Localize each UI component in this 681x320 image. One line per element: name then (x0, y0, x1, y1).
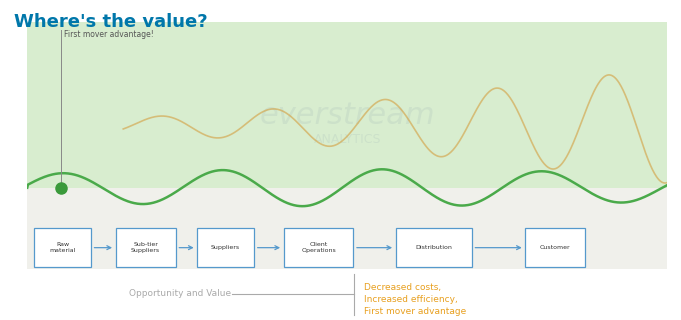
Text: everstream: everstream (259, 101, 435, 131)
Text: Raw
material: Raw material (49, 242, 76, 253)
Text: Opportunity and Value: Opportunity and Value (129, 289, 232, 298)
Text: Sub-tier
Suppliers: Sub-tier Suppliers (131, 242, 160, 253)
FancyBboxPatch shape (396, 228, 472, 267)
Text: ANALYTICS: ANALYTICS (313, 133, 381, 146)
FancyBboxPatch shape (116, 228, 176, 267)
Text: First mover advantage: First mover advantage (364, 307, 466, 316)
Text: Increased efficiency,: Increased efficiency, (364, 294, 458, 304)
Text: Where's the value?: Where's the value? (14, 13, 207, 31)
FancyBboxPatch shape (34, 228, 91, 267)
FancyBboxPatch shape (24, 19, 671, 197)
Text: First mover advantage!: First mover advantage! (65, 30, 154, 39)
Text: Distribution: Distribution (415, 245, 452, 250)
FancyBboxPatch shape (525, 228, 586, 267)
Text: Suppliers: Suppliers (211, 245, 240, 250)
Bar (27, 188, 667, 269)
FancyBboxPatch shape (283, 228, 353, 267)
FancyBboxPatch shape (197, 228, 254, 267)
Text: Client
Operations: Client Operations (301, 242, 336, 253)
Text: Customer: Customer (540, 245, 571, 250)
Text: Decreased costs,: Decreased costs, (364, 283, 441, 292)
